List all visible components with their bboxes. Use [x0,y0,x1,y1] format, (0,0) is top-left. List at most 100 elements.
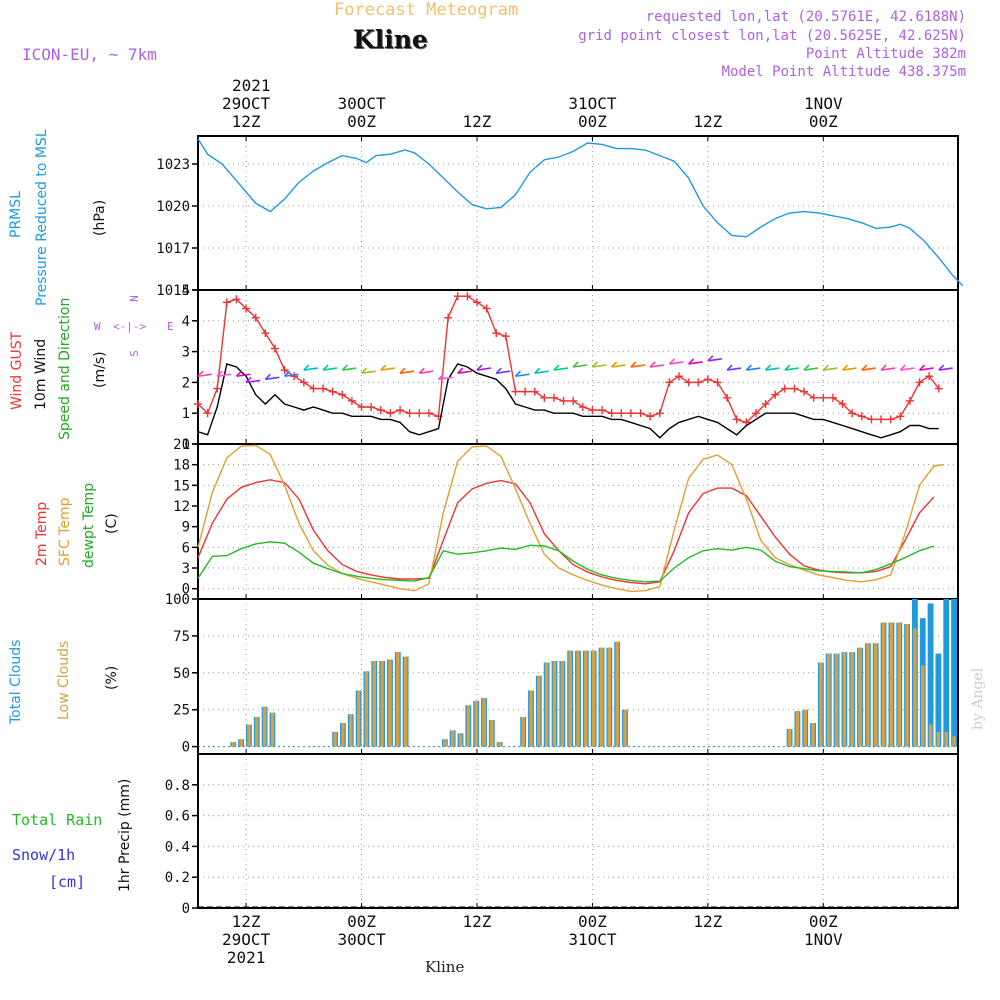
compass-e: E [167,320,174,333]
top-year-label: 2021 [232,76,271,95]
wind-direction-arrow-head [841,364,849,371]
y-tick-label: 2 [182,375,190,391]
wind-direction-arrow-head [399,367,406,374]
wind-direction-arrow [284,373,299,378]
top-hour-label: 12Z [462,112,492,131]
y-tick-label: 0 [182,582,190,598]
series-line-prmsl [197,138,964,287]
low-cloud-bar [827,653,831,747]
wind-direction-arrow-head [591,361,598,368]
y-tick-label: 0 [182,901,190,917]
low-cloud-bar [576,650,580,747]
wind-direction-arrow-head [803,364,810,371]
wind-direction-arrow [630,364,646,368]
low-cloud-bar [247,724,251,747]
wind-direction-arrow-head [611,361,618,368]
wind-direction-arrow-head [360,367,368,374]
wind-direction-arrow [476,367,492,371]
panel-frame [197,753,959,909]
wind-direction-arrow [688,361,703,365]
wind-direction-arrow-head [235,370,243,377]
wind-direction-arrow-head [264,373,271,380]
low-cloud-bar [834,653,839,747]
low-cloud-bar [560,661,565,747]
total-cloud-bar [951,599,957,747]
wind-direction-arrow-head [322,364,329,371]
low-cloud-bar [482,697,486,747]
wind-direction-arrow [784,367,799,371]
wind-direction-arrow [669,361,684,365]
wind-direction-arrow [197,373,213,378]
wind-direction-arrow-head [380,364,387,371]
low-cloud-bar [349,714,353,747]
wind-direction-arrow [399,370,415,374]
low-cloud-bar [928,724,933,747]
series-line-wind-gust [197,295,940,424]
wind-direction-arrow [707,358,722,362]
low-cloud-bar [521,717,525,747]
wind-direction-arrow [419,370,434,374]
low-cloud-bar [858,647,862,747]
wind-direction-arrow [265,376,280,381]
y-tick-label: 15 [173,478,190,494]
wind-direction-arrow [650,364,665,368]
bottom-hour-label: 00Z [808,912,838,931]
wind-direction-arrow [322,367,338,371]
low-cloud-bar [850,652,854,747]
series-line-sfc-temp [197,444,944,593]
panel-0: 1014 1017 1020 1023 [156,135,964,299]
low-cloud-bar [450,730,455,747]
low-cloud-bar [905,624,909,747]
low-cloud-bar [490,720,494,747]
bottom-hour-label: 00Z [577,912,607,931]
wind-direction-arrow [496,370,511,374]
wind-direction-arrow [611,364,626,368]
wind-direction-arrow [245,379,261,384]
location-title: Kline [353,25,428,54]
wind-direction-arrow [534,370,549,374]
low-cloud-bar [239,739,243,747]
y-tick-label: 1020 [156,199,190,215]
wind-direction-arrow [438,376,453,381]
y-tick-label: 0.6 [165,809,190,825]
panel-2: 0 3 6 9 12 15 18 21 [173,437,959,600]
wind-direction-arrow-head [245,376,252,383]
wind-direction-arrow-head [880,364,887,371]
wind-direction-arrow-head [216,370,223,377]
wind-direction-arrow-head [938,364,945,371]
bottom-date-label: 29OCT [222,930,271,949]
footer-location: Kline [425,958,465,976]
y-tick-label: 0 [182,437,190,453]
wind-direction-arrow-head [341,364,348,371]
low-cloud-bar [866,643,870,747]
compass-w: W [94,320,101,333]
low-cloud-bar [458,733,463,747]
low-cloud-bar [474,700,478,747]
wind-direction-arrow-head [822,364,829,371]
wind-direction-arrow-head [668,358,675,365]
low-cloud-bar [842,652,847,747]
low-cloud-bar [897,622,901,747]
total-cloud-bar [943,599,950,747]
top-hour-label: 00Z [577,112,607,131]
low-cloud-bar [262,706,267,747]
low-cloud-bar [552,661,557,747]
wind-direction-arrow [880,367,896,371]
wind-direction-arrow-head [630,361,637,368]
wind-direction-arrow-head [726,364,733,371]
total-cloud-bar [927,603,934,747]
wind-direction-arrow [900,367,915,371]
wind-direction-arrow [746,367,761,371]
low-cloud-bar [936,731,941,747]
wind-direction-arrow-head [495,367,502,374]
wind-direction-arrow-head [784,364,791,371]
wind-direction-arrow [553,367,569,371]
y-tick-label: 3 [182,345,190,361]
requested-coords: requested lon,lat (20.5761E, 42.6188N) [645,9,966,25]
wind-direction-arrow [842,367,857,371]
y-tick-label: 21 [173,437,190,453]
chart-title: Forecast Meteogram [334,0,519,20]
low-cloud-bar [803,709,807,747]
bottom-year-label: 2021 [226,948,266,967]
bottom-date-label: 1NOV [804,930,843,949]
